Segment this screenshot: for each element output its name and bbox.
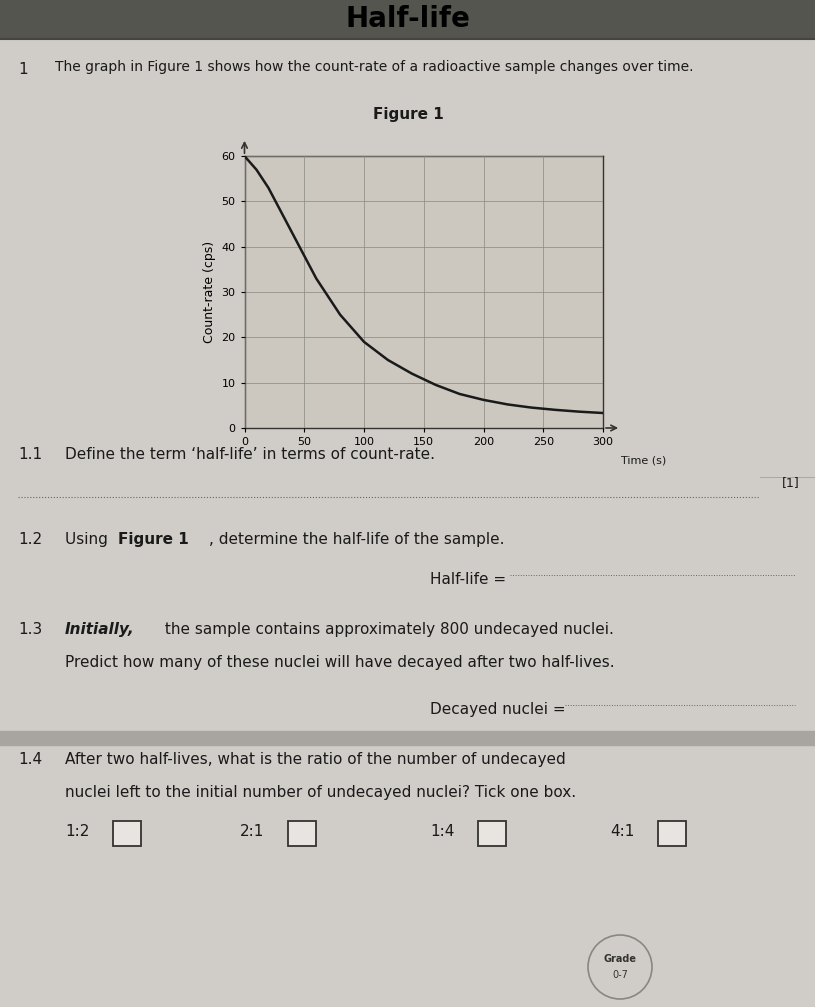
Text: Time (s): Time (s) bbox=[621, 455, 667, 465]
Text: 1:4: 1:4 bbox=[430, 825, 455, 840]
Text: 1: 1 bbox=[18, 62, 28, 77]
Text: the sample contains approximately 800 undecayed nuclei.: the sample contains approximately 800 un… bbox=[160, 622, 614, 637]
Text: Grade: Grade bbox=[603, 954, 637, 964]
Text: 1.2: 1.2 bbox=[18, 532, 42, 547]
Text: 0-7: 0-7 bbox=[612, 970, 628, 980]
Text: [1]: [1] bbox=[782, 476, 800, 489]
Bar bbox=[288, 821, 316, 846]
Y-axis label: Count-rate (cps): Count-rate (cps) bbox=[203, 241, 216, 343]
Text: Figure 1: Figure 1 bbox=[372, 107, 443, 122]
Circle shape bbox=[588, 936, 652, 999]
Bar bbox=[0, 0, 815, 37]
Text: nuclei left to the initial number of undecayed nuclei? Tick one box.: nuclei left to the initial number of und… bbox=[65, 785, 576, 800]
Text: 1.4: 1.4 bbox=[18, 752, 42, 767]
Bar bbox=[478, 821, 506, 846]
Text: Define the term ‘half-life’ in terms of count-rate.: Define the term ‘half-life’ in terms of … bbox=[65, 447, 435, 462]
Text: Using: Using bbox=[65, 532, 112, 547]
Text: 1.1: 1.1 bbox=[18, 447, 42, 462]
Text: After two half-lives, what is the ratio of the number of undecayed: After two half-lives, what is the ratio … bbox=[65, 752, 566, 767]
Text: Figure 1: Figure 1 bbox=[118, 532, 189, 547]
Text: Initially,: Initially, bbox=[65, 622, 134, 637]
Text: Decayed nuclei =: Decayed nuclei = bbox=[430, 702, 570, 717]
Text: 2:1: 2:1 bbox=[240, 825, 264, 840]
Bar bbox=[113, 821, 141, 846]
Bar bbox=[658, 821, 686, 846]
Text: 1:2: 1:2 bbox=[65, 825, 90, 840]
Text: , determine the half-life of the sample.: , determine the half-life of the sample. bbox=[209, 532, 504, 547]
Text: 1.3: 1.3 bbox=[18, 622, 42, 637]
Text: Predict how many of these nuclei will have decayed after two half-lives.: Predict how many of these nuclei will ha… bbox=[65, 655, 615, 670]
Text: 4:1: 4:1 bbox=[610, 825, 634, 840]
Text: The graph in Figure 1 shows how the count-rate of a radioactive sample changes o: The graph in Figure 1 shows how the coun… bbox=[55, 60, 694, 74]
Text: Half-life: Half-life bbox=[346, 5, 470, 33]
Bar bbox=[0, 731, 815, 745]
Text: Half-life =: Half-life = bbox=[430, 572, 511, 587]
